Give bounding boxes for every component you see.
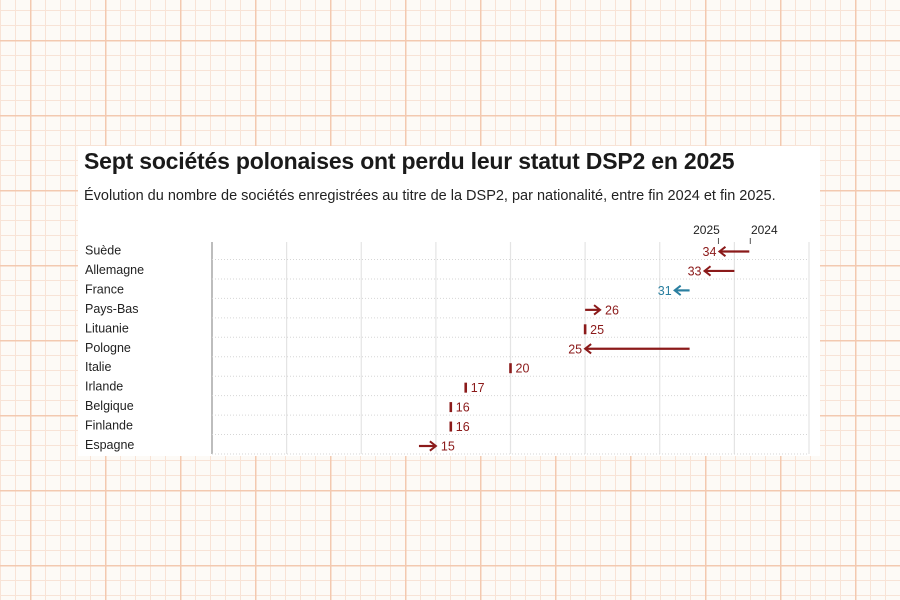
value-label: 34: [703, 245, 717, 259]
value-label: 25: [568, 342, 582, 356]
country-label: Finlande: [85, 419, 133, 433]
legend-2024-label: 2024: [751, 223, 778, 237]
country-label: Irlande: [85, 380, 123, 394]
country-label: Lituanie: [85, 321, 129, 335]
chart-title: Sept sociétés polonaises ont perdu leur …: [84, 148, 735, 174]
value-label: 16: [456, 401, 470, 415]
country-label: Belgique: [85, 399, 134, 413]
arrow-chart: Suède 34 Allemagne 33 France 31 Pays-Bas 26 Litu…: [85, 223, 810, 455]
value-label: 17: [471, 381, 485, 395]
arrow-head: [429, 440, 438, 452]
country-label: Pays-Bas: [85, 302, 139, 316]
chart-card: Sept sociétés polonaises ont perdu leur …: [78, 146, 820, 456]
value-label: 16: [456, 420, 470, 434]
country-label: France: [85, 282, 124, 296]
country-label: Italie: [85, 360, 111, 374]
arrow-head: [593, 304, 602, 316]
chart-subtitle: Évolution du nombre de sociétés enregist…: [84, 188, 776, 204]
value-label: 26: [605, 303, 619, 317]
value-label: 15: [441, 440, 455, 454]
value-label: 31: [658, 284, 672, 298]
country-label: Pologne: [85, 341, 131, 355]
country-label: Allemagne: [85, 263, 144, 277]
arrow-head: [673, 284, 682, 296]
arrow-head: [702, 265, 712, 277]
country-label: Suède: [85, 244, 121, 258]
value-label: 20: [516, 362, 530, 376]
arrow-head: [583, 343, 592, 355]
value-label: 33: [688, 264, 702, 278]
value-label: 25: [590, 323, 604, 337]
legend-2025-label: 2025: [693, 223, 720, 237]
arrow-head: [717, 246, 727, 257]
country-label: Espagne: [85, 438, 134, 452]
